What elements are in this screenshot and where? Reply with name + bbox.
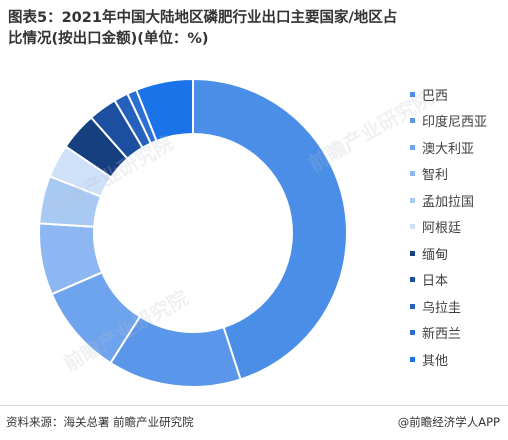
legend-label: 缅甸 (422, 247, 449, 263)
legend-item: 巴西 (410, 81, 487, 108)
donut-slices (38, 77, 348, 388)
legend-item: 印度尼西亚 (410, 108, 487, 135)
donut-slice-11 (135, 77, 194, 143)
legend-swatch (410, 118, 415, 124)
donut-slice-1 (192, 77, 348, 381)
legend-label: 澳大利亚 (422, 141, 475, 157)
legend-label: 日本 (422, 274, 449, 290)
legend-swatch (410, 171, 415, 177)
legend-item: 其他 (410, 346, 487, 373)
legend-label: 智利 (422, 168, 449, 184)
legend-swatch (410, 91, 415, 97)
legend-item: 智利 (410, 161, 487, 188)
legend-item: 新西兰 (410, 320, 487, 347)
legend-item: 乌拉圭 (410, 293, 487, 320)
legend-label: 乌拉圭 (422, 300, 462, 316)
legend-label: 阿根廷 (422, 221, 462, 237)
legend-item: 日本 (410, 267, 487, 294)
legend-swatch (410, 197, 415, 203)
legend-label: 孟加拉国 (422, 194, 475, 210)
legend-swatch (410, 330, 415, 336)
legend-swatch (410, 224, 415, 230)
legend-swatch (410, 356, 415, 362)
legend-label: 巴西 (422, 88, 449, 104)
credit-note: @前瞻经济学人APP (397, 415, 500, 429)
legend-label: 印度尼西亚 (422, 115, 488, 131)
legend-swatch (410, 250, 415, 256)
legend-swatch (410, 144, 415, 150)
legend-item: 澳大利亚 (410, 134, 487, 161)
chart-title: 图表5：2021年中国大陆地区磷肥行业出口主要国家/地区占比情况(按出口金额)(… (8, 10, 398, 47)
legend-item: 缅甸 (410, 240, 487, 267)
legend-label: 其他 (422, 353, 449, 369)
legend-item: 孟加拉国 (410, 187, 487, 214)
donut-chart (38, 77, 348, 388)
chart-legend: 巴西印度尼西亚澳大利亚智利孟加拉国阿根廷缅甸日本乌拉圭新西兰其他 (410, 81, 487, 373)
source-note: 资料来源：海关总署 前瞻产业研究院 (6, 415, 194, 429)
footer: 资料来源：海关总署 前瞻产业研究院 @前瞻经济学人APP (0, 405, 508, 429)
legend-swatch (410, 277, 415, 283)
legend-label: 新西兰 (422, 327, 462, 343)
legend-item: 阿根廷 (410, 214, 487, 241)
legend-swatch (410, 303, 415, 309)
